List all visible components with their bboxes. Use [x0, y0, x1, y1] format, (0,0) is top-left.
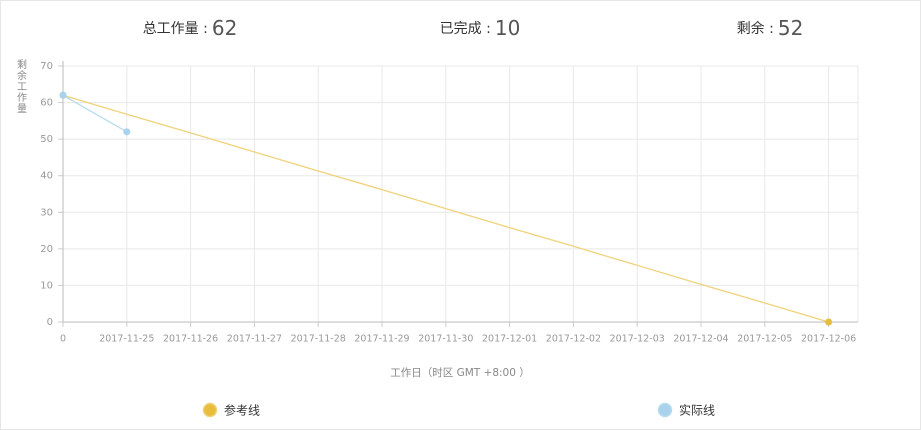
- y-tick-label: 30: [40, 207, 53, 218]
- stat-label: 剩余 :: [737, 20, 774, 37]
- y-axis-label: 剩余工作量: [17, 58, 27, 115]
- y-axis-label-char: 剩: [17, 58, 27, 71]
- series-line: [62, 94, 829, 323]
- x-tick-label: 2017-12-01: [482, 334, 537, 345]
- legend-marker: [202, 402, 218, 418]
- stat: 已完成 :10: [440, 16, 521, 40]
- legend-label: 参考线: [224, 403, 260, 418]
- x-tick-label: 2017-11-25: [99, 334, 154, 345]
- y-tick-label: 20: [40, 244, 53, 255]
- y-axis-label-char: 作: [17, 92, 27, 104]
- stat: 总工作量 :62: [143, 16, 238, 40]
- stat-value: 62: [212, 16, 237, 40]
- stat: 剩余 :52: [737, 16, 804, 40]
- legend-label: 实际线: [679, 403, 715, 418]
- series-line: [62, 94, 128, 133]
- stat-value: 52: [778, 16, 803, 40]
- legend-marker: [657, 402, 673, 418]
- y-axis-label-char: 余: [17, 69, 27, 82]
- stat-label: 已完成 :: [440, 21, 491, 37]
- y-axis-label-char: 工: [17, 82, 27, 93]
- stat-value: 10: [495, 16, 520, 40]
- x-axis-label: 工作日（时区 GMT +8:00 ）: [390, 367, 530, 379]
- x-tick-label: 2017-11-26: [163, 334, 218, 345]
- y-tick-label: 0: [47, 317, 53, 328]
- y-tick-label: 40: [40, 171, 53, 182]
- x-tick-label: 2017-12-06: [801, 334, 856, 345]
- y-tick-label: 70: [40, 61, 53, 72]
- series-point: [123, 128, 131, 136]
- y-axis-label-char: 量: [17, 103, 27, 115]
- stat-label: 总工作量 :: [143, 21, 208, 37]
- x-tick-label: 2017-11-29: [354, 334, 409, 345]
- y-tick-label: 10: [40, 280, 53, 291]
- x-tick-label: 2017-11-30: [418, 334, 473, 345]
- x-tick-label: 2017-12-03: [610, 334, 665, 345]
- x-tick-label: 2017-11-27: [227, 334, 282, 345]
- x-tick-label: 2017-12-02: [546, 334, 601, 345]
- series-point: [825, 318, 833, 326]
- x-tick-label: 0: [60, 334, 66, 345]
- x-tick-label: 2017-12-05: [737, 334, 792, 345]
- y-tick-label: 50: [40, 134, 53, 145]
- series-point: [59, 91, 67, 99]
- y-tick-label: 60: [40, 98, 53, 109]
- x-tick-label: 2017-12-04: [673, 334, 728, 345]
- x-tick-label: 2017-11-28: [291, 334, 346, 345]
